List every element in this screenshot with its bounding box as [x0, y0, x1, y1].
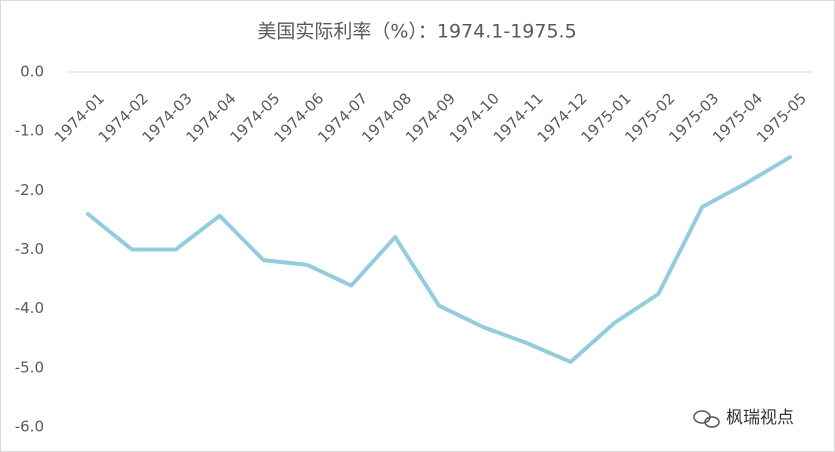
y-tick-label: -6.0: [15, 418, 44, 436]
y-tick-label: -1.0: [15, 122, 44, 140]
y-tick-label: -5.0: [15, 358, 44, 376]
watermark-icon: [693, 410, 720, 428]
watermark: 枫瑞视点: [726, 408, 794, 428]
y-tick-label: -3.0: [15, 240, 44, 258]
y-tick-label: -4.0: [15, 299, 44, 317]
chart-title: 美国实际利率（%）：1974.1-1975.5: [257, 21, 576, 43]
data-line: [85, 155, 793, 364]
y-tick-label: 0.0: [20, 63, 44, 81]
y-tick-label: -2.0: [15, 181, 44, 199]
